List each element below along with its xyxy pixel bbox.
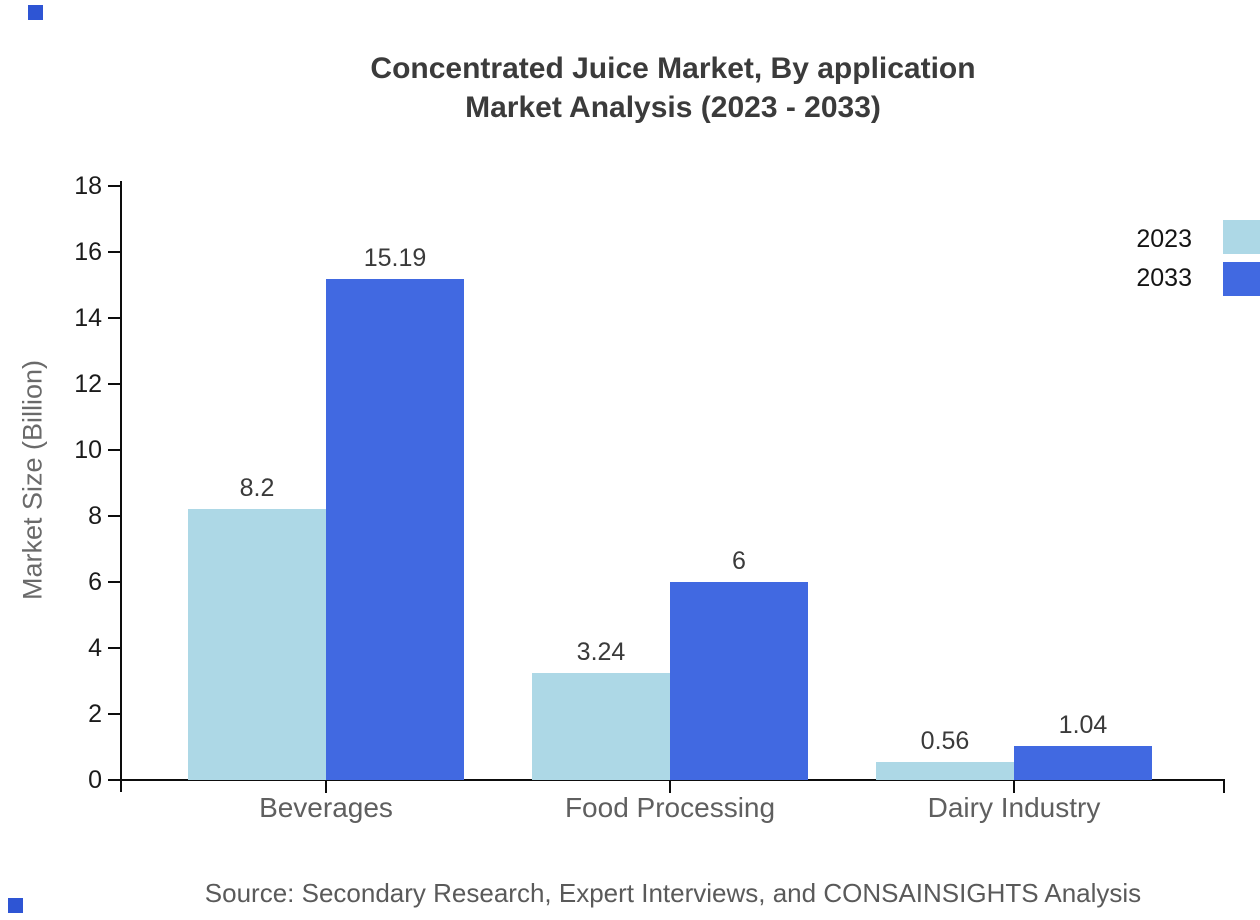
bar-2033-dairy-industry [1014, 745, 1152, 780]
y-tick-label-10: 10 [74, 436, 102, 464]
chart-title-line2: Market Analysis (2023 - 2033) [465, 91, 881, 124]
x-tick-mark-axis-end [1222, 781, 1226, 793]
bar-2023-beverages [188, 509, 326, 780]
y-tick-label-6: 6 [88, 568, 102, 596]
y-tick-mark-0 [108, 778, 120, 782]
y-tick-label-16: 16 [74, 238, 102, 266]
chart-title: Concentrated Juice Market, By applicatio… [80, 49, 1260, 127]
y-tick-label-2: 2 [88, 700, 102, 728]
x-tick-mark-beverages [324, 781, 328, 793]
x-category-label-dairy-industry: Dairy Industry [927, 792, 1101, 823]
y-tick-mark-14 [108, 316, 120, 320]
y-tick-mark-10 [108, 448, 120, 452]
y-tick-label-12: 12 [74, 370, 102, 398]
y-tick-mark-12 [108, 382, 120, 386]
y-tick-label-0: 0 [88, 766, 102, 794]
legend-swatch-2033 [1223, 262, 1260, 296]
y-tick-label-18: 18 [74, 172, 102, 200]
decor-square-top-left [28, 5, 43, 20]
legend-label-2023: 2023 [1136, 225, 1192, 253]
x-axis-spine [119, 778, 1225, 782]
decor-square-bottom-left [8, 898, 23, 913]
y-tick-mark-16 [108, 250, 120, 254]
bar-value-2033-food-processing: 6 [732, 547, 746, 575]
bar-2023-dairy-industry [876, 761, 1014, 780]
bar-value-2033-dairy-industry: 1.04 [1058, 710, 1108, 739]
legend-swatch-2023 [1223, 220, 1260, 254]
bar-value-2033-beverages: 15.19 [363, 243, 427, 272]
y-axis-spine [119, 181, 123, 792]
y-tick-label-14: 14 [74, 304, 102, 332]
bar-value-2023-food-processing: 3.24 [576, 638, 626, 667]
y-tick-mark-2 [108, 712, 120, 716]
x-category-label-beverages: Beverages [259, 792, 393, 823]
x-tick-mark-food-processing [668, 781, 672, 793]
x-tick-mark-dairy-industry [1012, 781, 1016, 793]
x-category-label-food-processing: Food Processing [564, 792, 776, 823]
bar-2033-food-processing [670, 582, 808, 780]
bar-value-2023-dairy-industry: 0.56 [920, 726, 970, 755]
y-tick-mark-18 [108, 184, 120, 188]
legend-label-2033: 2033 [1136, 264, 1192, 292]
bar-2023-food-processing [532, 673, 670, 780]
source-note: Source: Secondary Research, Expert Inter… [204, 878, 1142, 908]
y-tick-label-8: 8 [88, 502, 102, 530]
y-tick-mark-4 [108, 646, 120, 650]
bar-2033-beverages [326, 278, 464, 780]
bar-value-2023-beverages: 8.2 [239, 474, 275, 503]
chart-title-line1: Concentrated Juice Market, By applicatio… [370, 52, 976, 85]
y-tick-mark-6 [108, 580, 120, 584]
y-tick-label-4: 4 [88, 634, 102, 662]
y-tick-mark-8 [108, 514, 120, 518]
